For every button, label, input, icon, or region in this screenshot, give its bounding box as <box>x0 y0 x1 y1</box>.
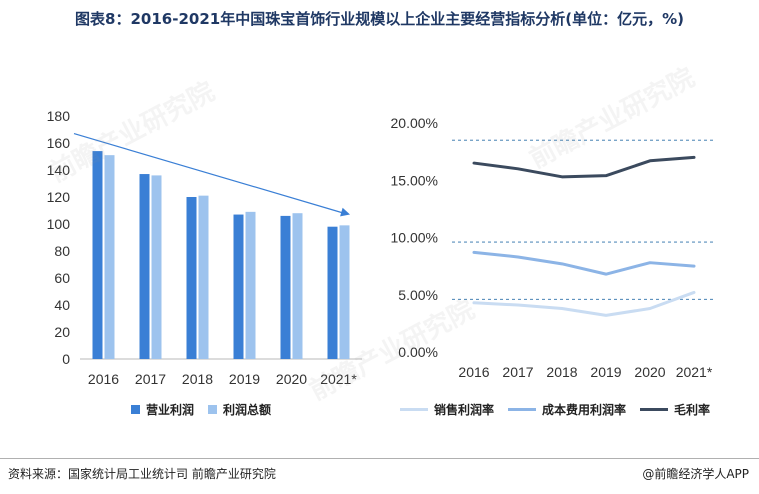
trend-arrow-head <box>340 207 350 217</box>
y-tick-label: 20.00% <box>391 115 438 131</box>
bar-legend: 营业利润 利润总额 <box>131 401 271 418</box>
bar-1 <box>339 225 350 359</box>
x-tick-label: 2020 <box>634 364 665 380</box>
legend-item-cost-margin: 成本费用利润率 <box>508 401 626 418</box>
legend-swatch <box>208 405 218 414</box>
x-tick-label: 2021* <box>676 364 713 380</box>
x-tick-label: 2017 <box>502 364 533 380</box>
legend-label: 销售利润率 <box>434 403 495 417</box>
y-tick-label: 120 <box>47 189 71 205</box>
legend-swatch <box>508 408 537 411</box>
y-tick-label: 140 <box>47 162 71 178</box>
bar-1 <box>292 213 303 359</box>
x-tick-label: 2016 <box>458 364 489 380</box>
y-tick-label: 0 <box>62 351 70 367</box>
y-tick-label: 20 <box>54 324 70 340</box>
y-tick-label: 60 <box>54 270 70 286</box>
legend-label: 利润总额 <box>223 403 272 417</box>
y-tick-label: 40 <box>54 297 70 313</box>
legend-item-operating-profit: 营业利润 <box>131 401 194 418</box>
bar-chart: 0 20 40 60 80 100 120 140 160 180 2016 2017 2018 2019… <box>47 108 362 387</box>
footer-source: 资料来源：国家统计局工业统计司 前瞻产业研究院 <box>8 467 276 481</box>
y-tick-label: 0.00% <box>398 344 438 360</box>
x-tick-label: 2020 <box>276 371 307 387</box>
x-tick-label: 2017 <box>135 371 166 387</box>
footer-brand: @前瞻经济学人APP <box>642 467 749 481</box>
series-line-2 <box>472 155 696 179</box>
bar-0 <box>327 226 338 359</box>
y-tick-label: 180 <box>47 108 71 124</box>
legend-label: 营业利润 <box>146 403 195 417</box>
legend-swatch <box>400 408 428 411</box>
series-line-0 <box>472 290 696 317</box>
footer-divider <box>0 458 759 459</box>
bar-1 <box>245 211 256 359</box>
x-tick-label: 2018 <box>182 371 213 387</box>
bar-0 <box>139 174 150 359</box>
x-tick-label: 2021* <box>320 371 357 387</box>
bar-1 <box>198 195 209 359</box>
bar-0 <box>92 151 103 359</box>
line-chart: 0.00% 5.00% 10.00% 15.00% 20.00% 2016 2017 2018… <box>391 115 716 380</box>
bar-1 <box>151 175 162 359</box>
y-tick-label: 15.00% <box>391 172 438 188</box>
y-tick-label: 100 <box>47 216 71 232</box>
y-tick-label: 10.00% <box>391 230 438 246</box>
legend-item-gross-margin: 毛利率 <box>640 401 710 418</box>
x-tick-label: 2019 <box>229 371 260 387</box>
legend-label: 成本费用利润率 <box>542 403 627 417</box>
x-tick-label: 2018 <box>546 364 577 380</box>
y-tick-label: 5.00% <box>398 287 438 303</box>
trend-arrow-line <box>73 132 345 214</box>
line-legend: 销售利润率 成本费用利润率 毛利率 <box>400 401 710 418</box>
legend-swatch <box>640 408 669 411</box>
bar-0 <box>186 197 197 359</box>
legend-item-total-profit: 利润总额 <box>208 401 271 418</box>
legend-item-sales-margin: 销售利润率 <box>400 401 494 418</box>
y-tick-label: 80 <box>54 243 70 259</box>
series-line-1 <box>472 250 696 276</box>
x-tick-label: 2019 <box>590 364 621 380</box>
legend-swatch <box>131 405 140 414</box>
bar-0 <box>280 215 291 359</box>
bar-1 <box>104 155 115 359</box>
bar-0 <box>233 214 244 359</box>
x-tick-label: 2016 <box>88 371 119 387</box>
y-tick-label: 160 <box>47 135 71 151</box>
legend-label: 毛利率 <box>674 403 711 417</box>
chart-title: 图表8：2016-2021年中国珠宝首饰行业规模以上企业主要经营指标分析(单位：… <box>75 10 684 28</box>
